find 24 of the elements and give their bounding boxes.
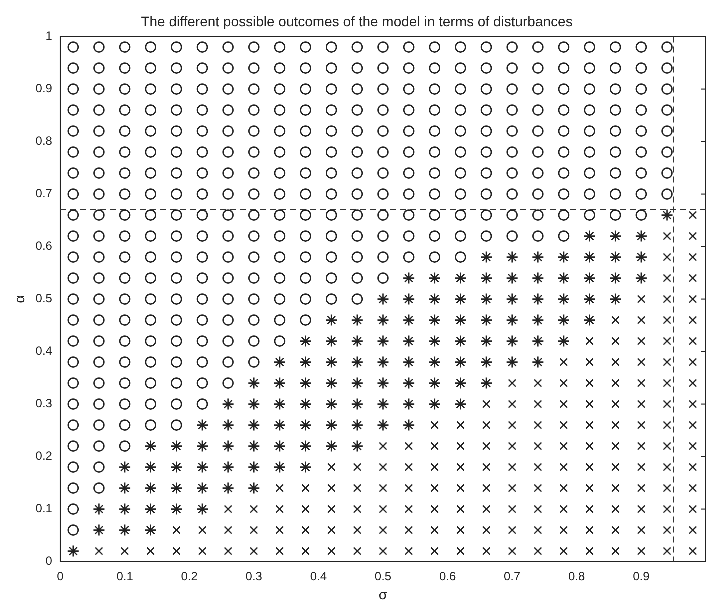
- x-tick-label: 0.2: [181, 569, 198, 584]
- x-tick-label: 0: [57, 569, 64, 584]
- chart-title: The different possible outcomes of the model in terms of disturbances: [141, 13, 573, 30]
- x-tick-label: 0.3: [246, 569, 263, 584]
- y-tick-label: 0.8: [36, 134, 53, 148]
- y-tick-label: 0.9: [36, 82, 53, 96]
- y-tick-label: 0.7: [36, 186, 53, 201]
- x-tick-label: 0.9: [633, 569, 650, 584]
- y-tick-label: 0.2: [36, 449, 53, 464]
- x-tick-label: 0.7: [504, 569, 522, 584]
- y-tick-label: 0.4: [36, 344, 53, 358]
- x-tick-label: 0.6: [439, 569, 456, 584]
- x-tick-label: 0.8: [568, 569, 586, 584]
- y-tick-label: 0.1: [36, 502, 53, 516]
- y-tick-label: 0.3: [36, 396, 53, 411]
- y-axis-title: α: [11, 295, 28, 304]
- y-tick-label: 0.6: [36, 239, 53, 254]
- y-tick-label: 0: [46, 554, 53, 568]
- x-axis-title: σ: [378, 586, 388, 602]
- y-tick-label: 1: [46, 29, 53, 44]
- x-tick-label: 0.4: [310, 569, 328, 584]
- y-tick-label: 0.5: [36, 292, 53, 306]
- x-tick-label: 0.5: [374, 569, 392, 584]
- x-tick-label: 0.1: [116, 569, 134, 584]
